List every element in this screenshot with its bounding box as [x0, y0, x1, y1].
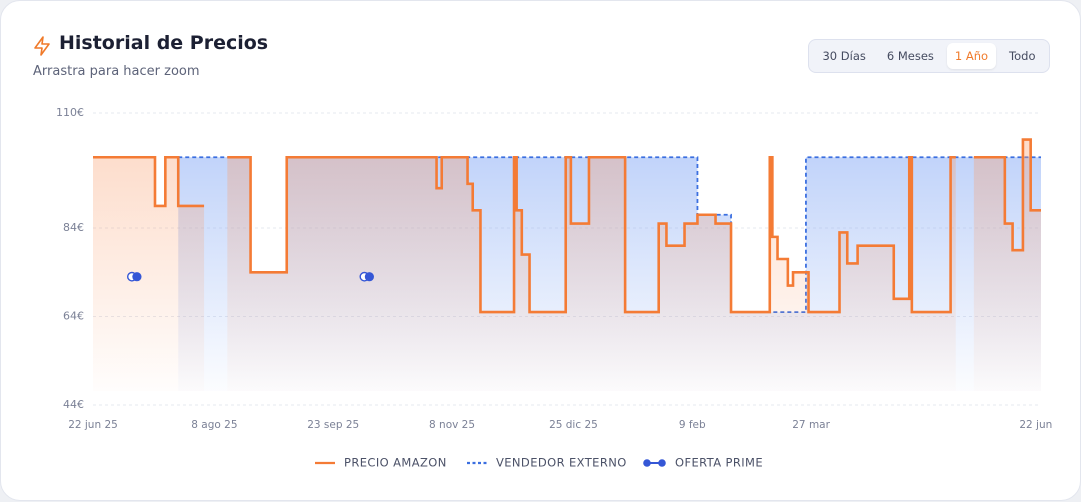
x-tick-label: 23 sep 25 [307, 419, 359, 431]
y-tick-label: 44€ [63, 398, 84, 411]
prime-marker-dot [132, 272, 142, 282]
lightning-icon [34, 36, 50, 56]
legend-swatch [643, 459, 651, 467]
prime-marker [359, 271, 374, 282]
x-tick-label: 8 nov 25 [429, 419, 475, 431]
prime-marker-dot [364, 272, 374, 282]
range-button[interactable]: 30 Días [814, 43, 873, 69]
prime-marker [127, 271, 142, 282]
legend-label: PRECIO AMAZON [344, 456, 447, 470]
range-button[interactable]: 1 Año [946, 43, 997, 69]
x-tick-label: 22 jun 25 [68, 419, 118, 431]
y-tick-label: 110€ [56, 106, 84, 119]
legend: VENDEDOR EXTERNO PRECIO AMAZON OFERTA PRIM… [315, 456, 763, 470]
y-tick-label: 64€ [63, 310, 84, 323]
x-tick-label: 22 jun [1019, 419, 1052, 431]
range-selector: 30 Días 6 Meses 1 Año Todo [808, 39, 1050, 73]
legend-label: OFERTA PRIME [675, 456, 763, 470]
legend-swatch [658, 459, 666, 467]
legend-label: VENDEDOR EXTERNO [496, 456, 627, 470]
card-subtitle: Arrastra para hacer zoom [33, 64, 200, 79]
x-tick-label: 9 feb [679, 419, 706, 431]
x-tick-label: 27 mar [792, 419, 830, 431]
series-line [93, 138, 1041, 314]
range-button[interactable]: 6 Meses [879, 43, 942, 69]
x-tick-label: 8 ago 25 [191, 419, 237, 431]
range-button[interactable]: Todo [1001, 43, 1043, 69]
y-tick-label: 84€ [63, 221, 84, 234]
x-tick-label: 25 dic 25 [549, 419, 598, 431]
card-title: Historial de Precios [59, 32, 269, 54]
